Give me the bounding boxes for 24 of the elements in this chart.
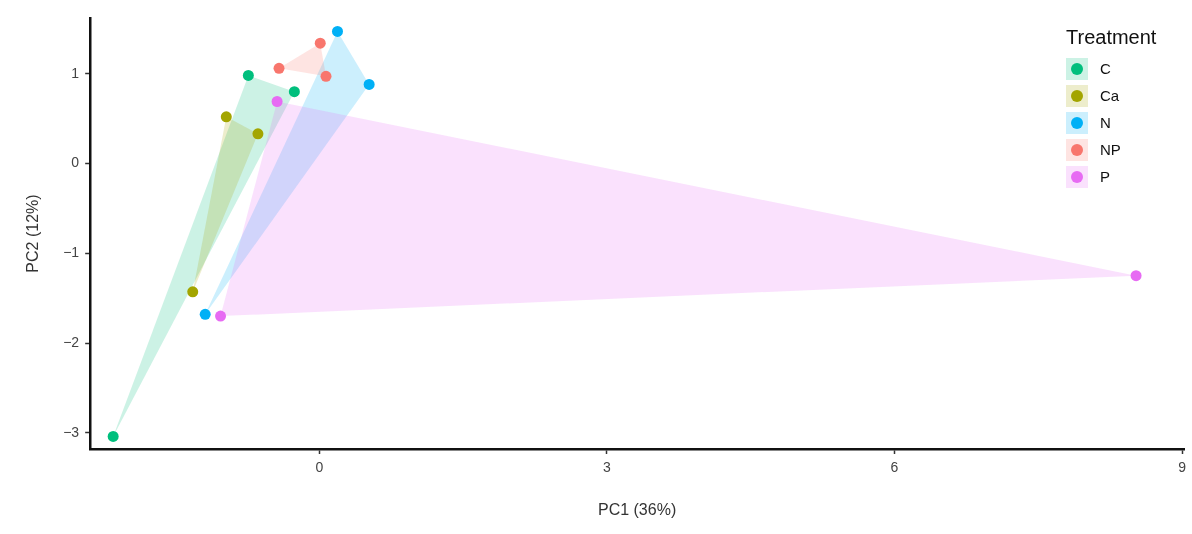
x-axis-title: PC1 (36%) [597,500,677,518]
x-tick-label: 0 [315,459,324,476]
point [107,430,119,442]
y-axis-title: PC2 (12%) [24,194,42,273]
point [187,286,199,298]
point [199,308,211,320]
point [332,25,343,37]
y-tick-label: −1 [63,244,80,261]
x-tick-label: 3 [602,459,611,476]
legend-label: Ca [1100,87,1120,104]
y-tick-label: −3 [63,423,80,440]
point [363,78,375,90]
point [273,62,285,74]
legend-label: C [1100,60,1111,77]
x-tick-label: 9 [1178,459,1187,476]
point [242,69,254,81]
point [314,37,326,49]
legend-title: Treatment [1066,26,1157,49]
x-tick-label: 6 [890,459,899,476]
point [288,86,300,98]
y-tick-label: −2 [63,333,80,350]
point [320,70,332,82]
y-tick-label: 0 [71,154,80,171]
y-tick-label: 1 [71,64,80,81]
